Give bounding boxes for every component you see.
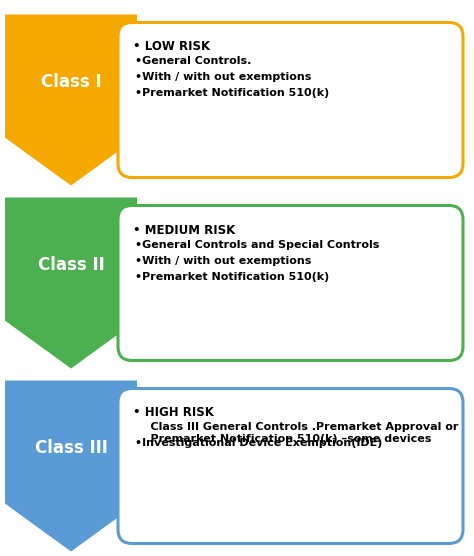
Text: •Premarket Notification 510(k): •Premarket Notification 510(k): [135, 271, 329, 281]
Text: •General Controls and Special Controls: •General Controls and Special Controls: [135, 240, 379, 250]
FancyBboxPatch shape: [118, 389, 463, 544]
Text: •With / with out exemptions: •With / with out exemptions: [135, 72, 311, 82]
FancyBboxPatch shape: [118, 206, 463, 360]
Polygon shape: [5, 14, 137, 186]
Polygon shape: [5, 197, 137, 369]
Text: Class III: Class III: [35, 439, 108, 457]
Text: •Investigational Device Exemption(IDE): •Investigational Device Exemption(IDE): [135, 439, 383, 449]
Text: • MEDIUM RISK: • MEDIUM RISK: [133, 224, 235, 236]
FancyBboxPatch shape: [118, 22, 463, 177]
Text: Class III General Controls .Premarket Approval or
    Premarket Notification 510: Class III General Controls .Premarket Ap…: [135, 423, 458, 444]
Text: • HIGH RISK: • HIGH RISK: [133, 406, 214, 419]
Text: Class I: Class I: [41, 73, 101, 91]
Text: •With / with out exemptions: •With / with out exemptions: [135, 256, 311, 266]
Polygon shape: [5, 380, 137, 552]
Text: •Premarket Notification 510(k): •Premarket Notification 510(k): [135, 88, 329, 98]
Text: •General Controls.: •General Controls.: [135, 57, 251, 67]
Text: • LOW RISK: • LOW RISK: [133, 41, 210, 53]
Text: Class II: Class II: [37, 256, 104, 274]
